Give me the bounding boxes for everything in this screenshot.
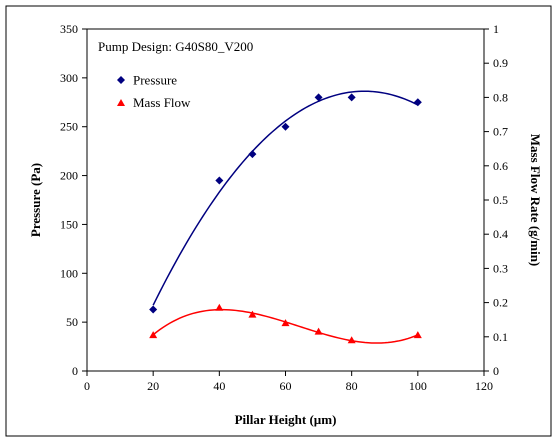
legend-pressure-marker (117, 76, 125, 84)
mass-flow-point (314, 327, 323, 335)
y-right-tick-label: 0.1 (493, 330, 508, 344)
pressure-point (314, 93, 323, 102)
x-tick-label: 20 (147, 379, 159, 393)
pressure-point (413, 98, 422, 107)
data-markers (149, 93, 422, 344)
legend: Pressure Mass Flow (117, 73, 191, 110)
y-right-tick-label: 0 (493, 364, 499, 378)
x-axis-title: Pillar Height (µm) (235, 412, 337, 427)
y-left-tick-label: 350 (60, 22, 78, 36)
legend-pressure-label: Pressure (133, 73, 177, 88)
y-axis-left: 0 50 100 150 200 250 300 350 (60, 22, 87, 378)
mass-flow-point (281, 319, 290, 327)
y-left-tick-label: 250 (60, 120, 78, 134)
x-tick-label: 120 (475, 379, 493, 393)
y-left-tick-label: 50 (66, 315, 78, 329)
pressure-point (347, 93, 356, 102)
plot-area (86, 28, 485, 372)
pressure-point (149, 305, 158, 314)
y-right-tick-label: 0.9 (493, 56, 508, 70)
pressure-point (215, 176, 224, 185)
pressure-point (248, 150, 257, 159)
mass-flow-point (413, 331, 422, 339)
mass-flow-point (215, 303, 224, 311)
y-axis-right-title: Mass Flow Rate (g/min) (528, 134, 543, 267)
y-axis-right: 0 0.1 0.2 0.3 0.4 0.5 0.6 0.7 0.8 0.9 1 (484, 22, 508, 378)
mass-flow-point (149, 331, 158, 339)
y-right-tick-label: 0.3 (493, 261, 508, 275)
y-left-tick-label: 200 (60, 169, 78, 183)
y-right-tick-label: 1 (493, 22, 499, 36)
legend-massflow-label: Mass Flow (133, 95, 191, 110)
mass-flow-point (347, 336, 356, 344)
x-tick-label: 80 (346, 379, 358, 393)
legend-massflow-marker (117, 99, 125, 106)
x-tick-label: 0 (84, 379, 90, 393)
y-left-tick-label: 300 (60, 71, 78, 85)
x-axis: 0 20 40 60 80 100 120 (84, 371, 493, 393)
y-left-tick-label: 0 (72, 364, 78, 378)
y-right-tick-label: 0.4 (493, 227, 508, 241)
pump-design-annotation: Pump Design: G40S80_V200 (98, 39, 253, 54)
x-tick-label: 60 (280, 379, 292, 393)
y-right-tick-label: 0.2 (493, 296, 508, 310)
pressure-point (281, 122, 290, 131)
x-tick-label: 100 (409, 379, 427, 393)
y-axis-left-title: Pressure (Pa) (28, 163, 43, 237)
y-left-tick-label: 100 (60, 266, 78, 280)
y-right-tick-label: 0.5 (493, 193, 508, 207)
y-right-tick-label: 0.6 (493, 159, 508, 173)
y-left-tick-label: 150 (60, 217, 78, 231)
y-right-tick-label: 0.7 (493, 125, 508, 139)
y-right-tick-label: 0.8 (493, 90, 508, 104)
x-tick-label: 40 (213, 379, 225, 393)
pressure-trendline (152, 90, 419, 306)
mass-flow-point (248, 310, 257, 318)
